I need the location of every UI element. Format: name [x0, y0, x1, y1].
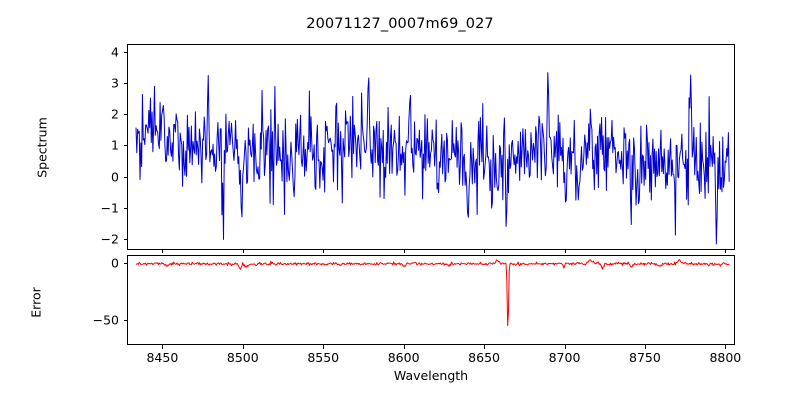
figure-title: 20071127_0007m69_027: [306, 16, 494, 32]
x-tick-mark-upper: [323, 250, 325, 253]
x-tick-label: 8450: [146, 350, 179, 365]
spectrum-axes: [127, 44, 735, 250]
x-tick-mark-upper: [242, 250, 244, 253]
y-tick-label-error: −50: [92, 312, 119, 328]
y-tick-label-spectrum: 2: [111, 106, 119, 122]
y-tick-label-spectrum: 4: [111, 44, 119, 60]
y-tick-label-spectrum: −1: [100, 200, 119, 216]
x-tick-mark-upper: [725, 250, 727, 253]
x-tick-mark: [242, 345, 244, 349]
error-line-series: [135, 259, 730, 326]
x-tick-mark: [644, 345, 646, 349]
y-axis-label-spectrum: Spectrum: [34, 117, 50, 178]
x-tick-mark-upper: [162, 250, 164, 253]
x-axis-label: Wavelength: [393, 368, 469, 383]
y-tick-label-spectrum: 3: [111, 75, 119, 91]
y-tick-label-spectrum: −2: [100, 231, 119, 247]
x-tick-mark-upper: [403, 250, 405, 253]
y-axis-label-error: Error: [28, 287, 44, 318]
x-tick-mark: [484, 345, 486, 349]
y-tick-label-spectrum: 1: [111, 137, 119, 153]
x-tick-mark: [162, 345, 164, 349]
y-tick-label-error: 0: [111, 255, 119, 271]
x-tick-label: 8500: [226, 350, 259, 365]
error-axes: [127, 255, 735, 345]
x-tick-mark-upper: [564, 250, 566, 253]
x-tick-mark: [725, 345, 727, 349]
x-tick-mark: [323, 345, 325, 349]
x-tick-mark: [403, 345, 405, 349]
x-tick-label: 8650: [468, 350, 500, 365]
x-tick-label: 8550: [307, 350, 340, 365]
x-tick-mark-upper: [644, 250, 646, 253]
x-tick-mark: [564, 345, 566, 349]
x-tick-mark-upper: [484, 250, 486, 253]
x-tick-label: 8700: [548, 350, 581, 365]
y-tick-label-spectrum: 0: [111, 169, 119, 185]
x-tick-label: 8800: [709, 350, 742, 365]
x-tick-label: 8750: [629, 350, 661, 365]
x-tick-label: 8600: [387, 350, 420, 365]
spectrum-line-series: [135, 72, 730, 245]
